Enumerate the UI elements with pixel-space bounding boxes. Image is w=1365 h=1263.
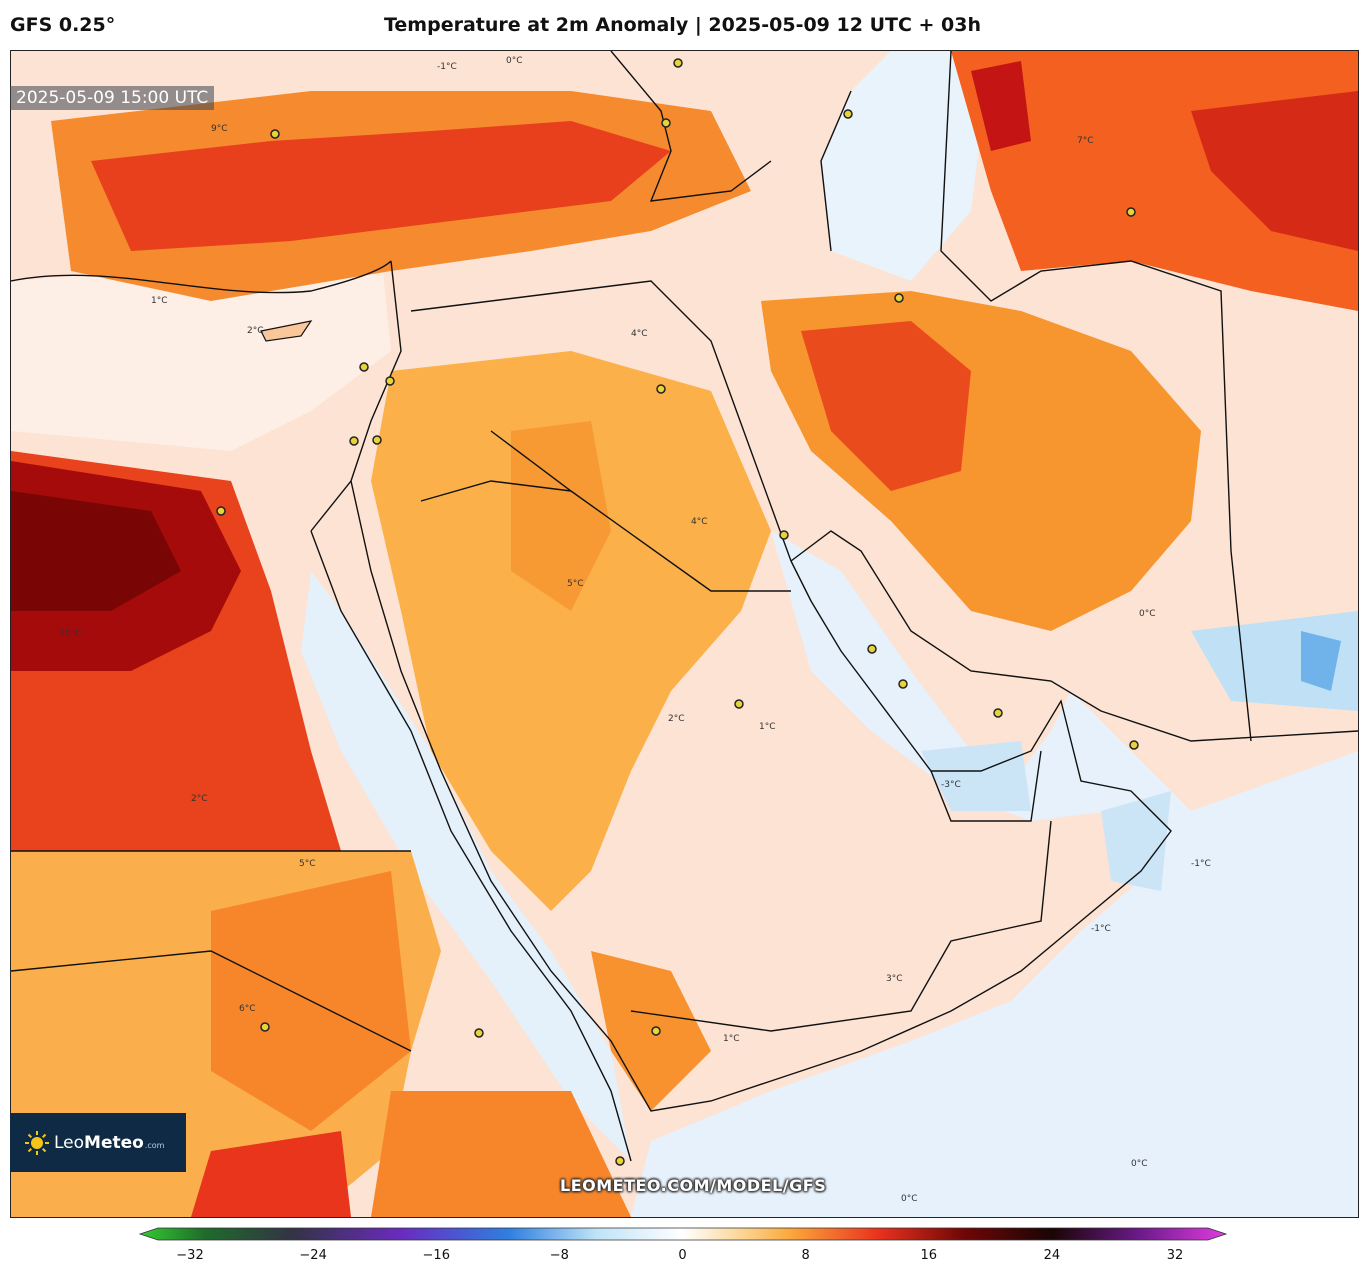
city-marker	[898, 679, 908, 689]
map-panel: -1°C 0°C 1°C 2°C 4°C 4°C 5°C 2°C 1°C 9°C…	[10, 50, 1359, 1218]
city-marker	[734, 699, 744, 709]
contour-label: 7°C	[1077, 136, 1094, 146]
contour-label: -3°C	[941, 780, 961, 790]
model-name: GFS 0.25°	[10, 14, 116, 36]
contour-label: 1°C	[759, 722, 776, 732]
colorbar	[138, 1227, 1228, 1241]
city-marker	[661, 118, 671, 128]
contour-label: 2°C	[191, 794, 208, 804]
colorbar-tick-label: −8	[549, 1248, 569, 1263]
colorbar-tick-label: −24	[299, 1248, 327, 1263]
city-marker	[779, 530, 789, 540]
city-marker	[656, 384, 666, 394]
valid-time-badge: 2025-05-09 15:00 UTC	[10, 86, 215, 110]
contour-label: 0°C	[1131, 1159, 1148, 1169]
city-marker	[615, 1156, 625, 1166]
city-marker	[372, 435, 382, 445]
cyprus-island	[260, 320, 313, 342]
colorbar-strip	[138, 1227, 1228, 1241]
city-marker	[843, 109, 853, 119]
mediterranean-sea-area	[11, 251, 391, 451]
city-marker	[385, 376, 395, 386]
contour-label: 5°C	[299, 859, 316, 869]
contour-label: 3°C	[886, 974, 903, 984]
colorbar-tick-label: 32	[1166, 1248, 1184, 1263]
contour-label: 9°C	[211, 124, 228, 134]
contour-label: 0°C	[901, 1194, 918, 1204]
colorbar-tick-label: 24	[1043, 1248, 1061, 1263]
city-marker	[349, 436, 359, 446]
arabian-sea-area	[631, 531, 1358, 1217]
source-watermark: LEOMETEO.COM/MODEL/GFS	[560, 1176, 827, 1195]
colorbar-tick-label: 0	[678, 1248, 687, 1263]
city-marker	[474, 1028, 484, 1038]
city-marker	[673, 58, 683, 68]
logo-suffix: .com	[144, 1141, 165, 1150]
city-marker	[867, 644, 877, 654]
anomaly-map: -1°C 0°C 1°C 2°C 4°C 4°C 5°C 2°C 1°C 9°C…	[11, 51, 1358, 1217]
contour-label: 2°C	[668, 714, 685, 724]
city-marker	[270, 129, 280, 139]
city-marker	[993, 708, 1003, 718]
colorbar-tick-label: 8	[801, 1248, 810, 1263]
contour-label: 6°C	[239, 1004, 256, 1014]
contour-label: -1°C	[437, 62, 457, 72]
contour-label: -1°C	[1091, 924, 1111, 934]
contour-label: 5°C	[567, 579, 584, 589]
red-sea-area	[301, 571, 631, 1161]
city-marker	[651, 1026, 661, 1036]
arabia-warm-zone	[371, 351, 771, 911]
yemen-warm-zone	[591, 951, 711, 1111]
city-marker	[1129, 740, 1139, 750]
city-marker	[260, 1022, 270, 1032]
contour-label: 2°C	[247, 326, 264, 336]
contour-label: -1°C	[1191, 859, 1211, 869]
city-marker	[1126, 207, 1136, 217]
contour-label: 1°C	[151, 296, 168, 306]
colorbar-tick-label: 16	[920, 1248, 938, 1263]
contour-label: 10°C	[59, 629, 81, 639]
chart-title: Temperature at 2m Anomaly | 2025-05-09 1…	[383, 14, 982, 36]
contour-label: 0°C	[506, 56, 523, 66]
city-marker	[359, 362, 369, 372]
logo-text: LeoMeteo	[54, 1132, 144, 1153]
sun-icon	[25, 1130, 49, 1155]
city-marker	[216, 506, 226, 516]
contour-label: 4°C	[691, 517, 708, 527]
contour-label: 1°C	[723, 1034, 740, 1044]
colorbar-tick-label: −32	[176, 1248, 204, 1263]
city-marker	[894, 293, 904, 303]
contour-label: 4°C	[631, 329, 648, 339]
colorbar-tick-label: −16	[422, 1248, 450, 1263]
ethiopia-warm-zone	[371, 1091, 631, 1217]
contour-label: 0°C	[1139, 609, 1156, 619]
leometeo-logo: LeoMeteo .com	[10, 1113, 186, 1172]
